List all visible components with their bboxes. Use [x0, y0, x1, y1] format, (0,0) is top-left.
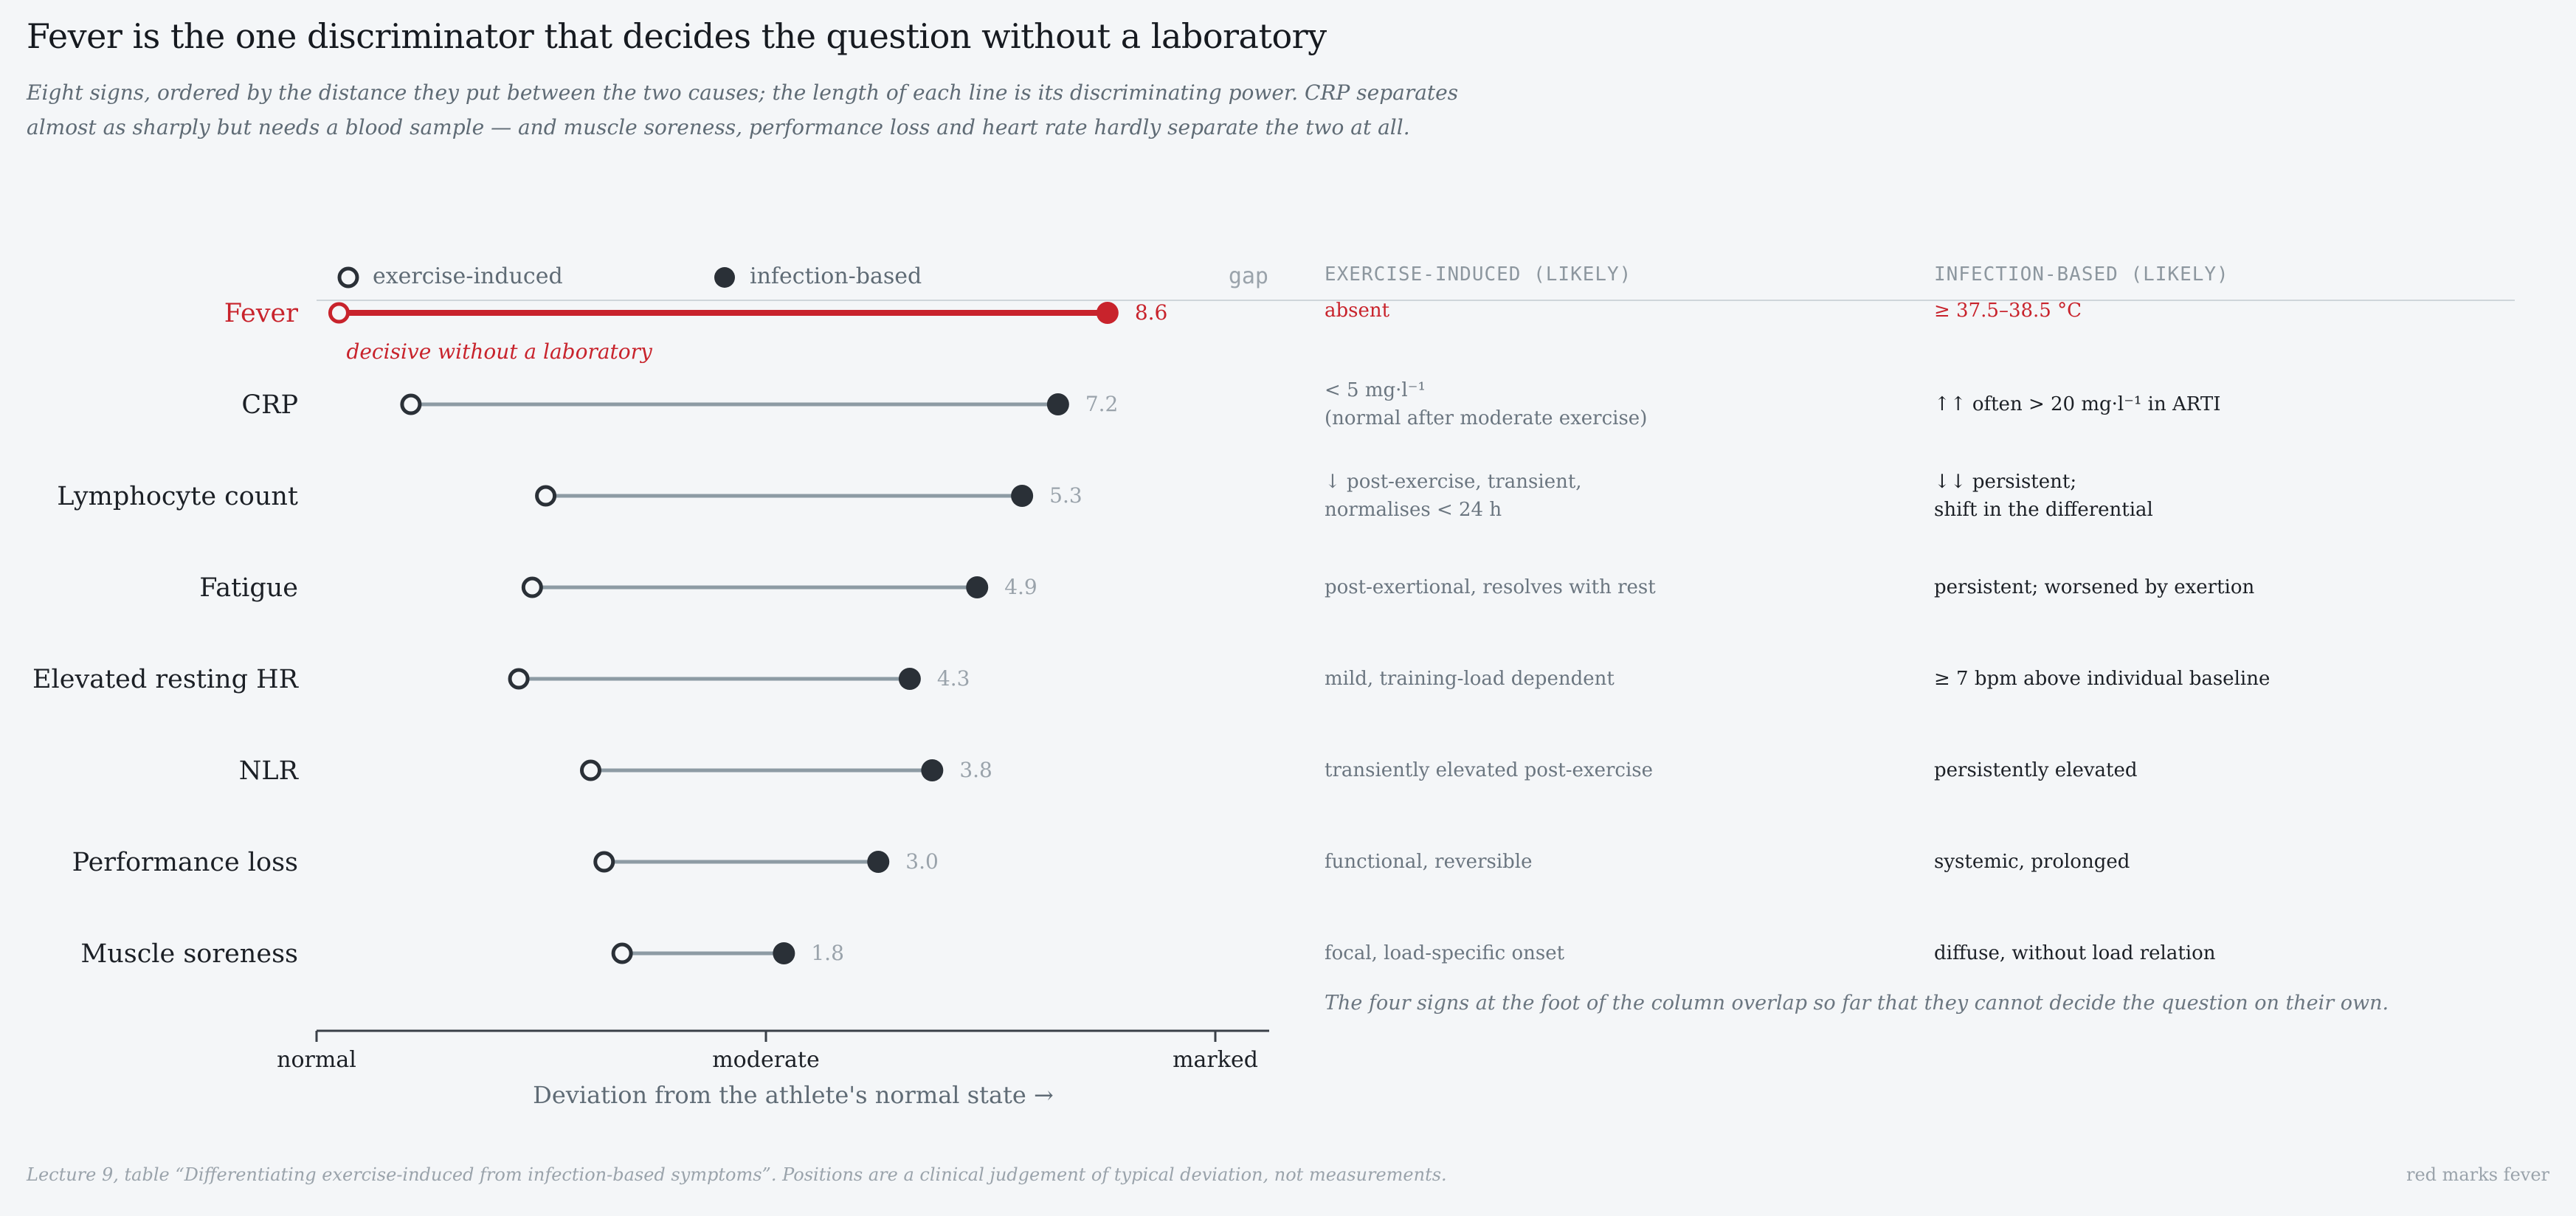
table-cell-line: diffuse, without load relation [1934, 942, 2216, 964]
legend-label-gap: gap [1229, 263, 1268, 289]
table-cell-infection: ↑↑ often > 20 mg·l⁻¹ in ARTI [1934, 390, 2220, 418]
row-label-lymphocyte-count: Lymphocyte count [57, 482, 298, 511]
gap-value-performance-loss: 3.0 [905, 849, 939, 874]
gap-value-elevated-resting-hr: 4.3 [937, 666, 970, 691]
table-cell-line: < 5 mg·l⁻¹ [1325, 379, 1426, 401]
row-label-nlr: NLR [239, 756, 300, 786]
row-label-crp: CRP [241, 390, 298, 420]
chart-subtitle: Eight signs, ordered by the distance the… [27, 80, 1459, 139]
table-cell-line: systemic, prolonged [1934, 851, 2130, 873]
marker-exercise-lymphocyte-count [535, 485, 557, 507]
table-cell-line: ↓ post-exercise, transient, [1325, 471, 1582, 493]
column-header-exercise: EXERCISE-INDUCED (LIKELY) [1325, 263, 1632, 286]
x-tick-label-moderate: moderate [712, 1047, 820, 1073]
table-cell-infection: systemic, prolonged [1934, 848, 2130, 876]
legend-marker-exercise [337, 266, 359, 289]
table-cell-exercise: functional, reversible [1325, 848, 1533, 876]
table-cell-line: absent [1325, 300, 1390, 322]
gap-value-crp: 7.2 [1085, 392, 1119, 416]
legend-marker-infection [714, 267, 735, 288]
table-cell-line: shift in the differential [1934, 499, 2153, 521]
table-cell-line: persistently elevated [1934, 759, 2138, 781]
table-cell-exercise: mild, training-load dependent [1325, 665, 1615, 693]
marker-infection-lymphocyte-count [1011, 485, 1034, 507]
column-header-infection: INFECTION-BASED (LIKELY) [1934, 263, 2229, 286]
table-cell-line: functional, reversible [1325, 851, 1533, 873]
table-cell-exercise: < 5 mg·l⁻¹ (normal after moderate exercis… [1325, 376, 1647, 432]
source-note: Lecture 9, table “Differentiating exerci… [27, 1164, 1447, 1185]
table-cell-infection: ≥ 7 bpm above individual baseline [1934, 665, 2270, 693]
table-cell-exercise: absent [1325, 297, 1389, 325]
row-label-performance-loss: Performance loss [72, 848, 298, 877]
marker-infection-crp [1046, 393, 1069, 415]
row-label-fever: Fever [224, 299, 299, 328]
color-key-note: red marks fever [2406, 1164, 2549, 1185]
gap-value-fatigue: 4.9 [1004, 575, 1037, 599]
table-cell-line: mild, training-load dependent [1325, 668, 1615, 690]
marker-infection-elevated-resting-hr [898, 668, 921, 690]
table-cell-line: normalises < 24 h [1325, 499, 1502, 521]
marker-exercise-nlr [579, 759, 601, 781]
marker-infection-fever [1096, 302, 1119, 324]
table-cell-line: ≥ 7 bpm above individual baseline [1934, 668, 2271, 690]
row-label-fatigue: Fatigue [199, 573, 298, 603]
table-cell-infection: ↓↓ persistent; shift in the differential [1934, 468, 2153, 524]
row-label-elevated-resting-hr: Elevated resting HR [32, 665, 300, 694]
table-cell-line: persistent; worsened by exertion [1934, 576, 2255, 598]
table-cell-exercise: post-exertional, resolves with rest [1325, 573, 1656, 601]
x-axis-title: Deviation from the athlete's normal stat… [533, 1081, 1054, 1109]
table-cell-line: transiently elevated post-exercise [1325, 759, 1653, 781]
x-tick-label-marked: marked [1173, 1047, 1258, 1073]
table-cell-infection: ≥ 37.5–38.5 °C [1934, 297, 2082, 325]
table-cell-line: ≥ 37.5–38.5 °C [1934, 300, 2082, 322]
table-note: The four signs at the foot of the column… [1325, 992, 2389, 1015]
gap-value-lymphocyte-count: 5.3 [1049, 483, 1082, 508]
marker-exercise-muscle-soreness [611, 942, 633, 964]
table-cell-infection: persistent; worsened by exertion [1934, 573, 2254, 601]
legend-label-exercise: exercise-induced [373, 263, 563, 289]
gap-value-fever: 8.6 [1135, 300, 1168, 325]
table-cell-exercise: focal, load-specific onset [1325, 939, 1564, 967]
highlight-annotation: decisive without a laboratory [346, 339, 653, 364]
table-cell-line: focal, load-specific onset [1325, 942, 1565, 964]
table-cell-infection: persistently elevated [1934, 756, 2138, 784]
row-label-muscle-soreness: Muscle soreness [80, 939, 298, 969]
marker-exercise-fatigue [521, 576, 543, 598]
table-cell-line: (normal after moderate exercise) [1325, 407, 1648, 429]
gap-value-muscle-soreness: 1.8 [811, 941, 844, 965]
marker-exercise-elevated-resting-hr [508, 668, 530, 690]
table-cell-exercise: ↓ post-exercise, transient, normalises < … [1325, 468, 1582, 524]
marker-exercise-performance-loss [593, 851, 615, 873]
table-cell-exercise: transiently elevated post-exercise [1325, 756, 1653, 784]
table-cell-line: post-exertional, resolves with rest [1325, 576, 1656, 598]
gap-value-nlr: 3.8 [959, 758, 992, 782]
marker-exercise-fever [328, 302, 350, 324]
marker-infection-fatigue [966, 576, 989, 598]
legend-label-infection: infection-based [750, 263, 922, 289]
marker-infection-nlr [921, 759, 944, 781]
x-tick-label-normal: normal [277, 1047, 356, 1073]
marker-infection-performance-loss [867, 851, 890, 873]
table-cell-infection: diffuse, without load relation [1934, 939, 2215, 967]
table-cell-line: ↓↓ persistent; [1934, 471, 2077, 493]
chart-title: Fever is the one discriminator that deci… [27, 16, 1327, 56]
table-cell-line: ↑↑ often > 20 mg·l⁻¹ in ARTI [1934, 393, 2221, 415]
marker-infection-muscle-soreness [773, 942, 795, 964]
marker-exercise-crp [400, 393, 422, 415]
